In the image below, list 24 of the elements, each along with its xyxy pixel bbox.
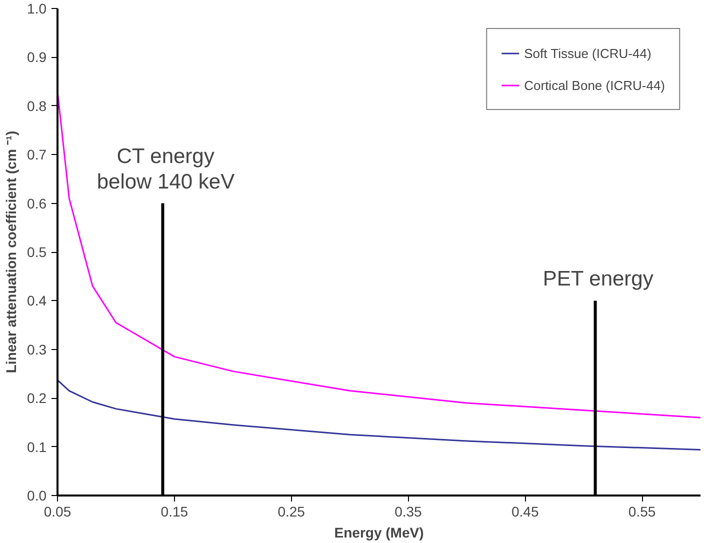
y-tick-label: 1.0 xyxy=(27,0,47,16)
y-tick-label: 0.2 xyxy=(27,390,47,406)
x-tick-label: 0.35 xyxy=(394,504,422,520)
y-tick-label: 0.1 xyxy=(27,438,47,455)
y-tick-label: 0.7 xyxy=(27,146,47,163)
legend-label: Soft Tissue (ICRU-44) xyxy=(524,46,652,60)
x-axis-title: Energy (MeV) xyxy=(334,524,424,540)
x-tick-label: 0.05 xyxy=(44,504,72,520)
y-tick-label: 0.8 xyxy=(27,98,47,114)
x-tick-label: 0.45 xyxy=(512,504,539,520)
x-tick-label: 0.55 xyxy=(628,504,656,520)
annotation: CT energy below 140 keV xyxy=(96,145,235,194)
y-tick-label: 0.5 xyxy=(27,244,47,260)
legend-label: Cortical Bone (ICRU-44) xyxy=(524,78,665,92)
y-tick-label: 0.4 xyxy=(27,292,47,309)
y-axis-title: Linear attenuation coefficient (cm ⁻¹) xyxy=(3,130,20,374)
x-tick-label: 0.25 xyxy=(278,504,306,520)
y-tick-label: 0.3 xyxy=(27,341,47,358)
line-series xyxy=(58,379,700,450)
y-tick-label: 0.0 xyxy=(27,488,47,504)
y-tick-label: 0.6 xyxy=(27,195,47,212)
y-tick-label: 0.9 xyxy=(27,49,47,66)
annotation: PET energy xyxy=(542,268,654,291)
x-tick-label: 0.15 xyxy=(160,504,188,520)
